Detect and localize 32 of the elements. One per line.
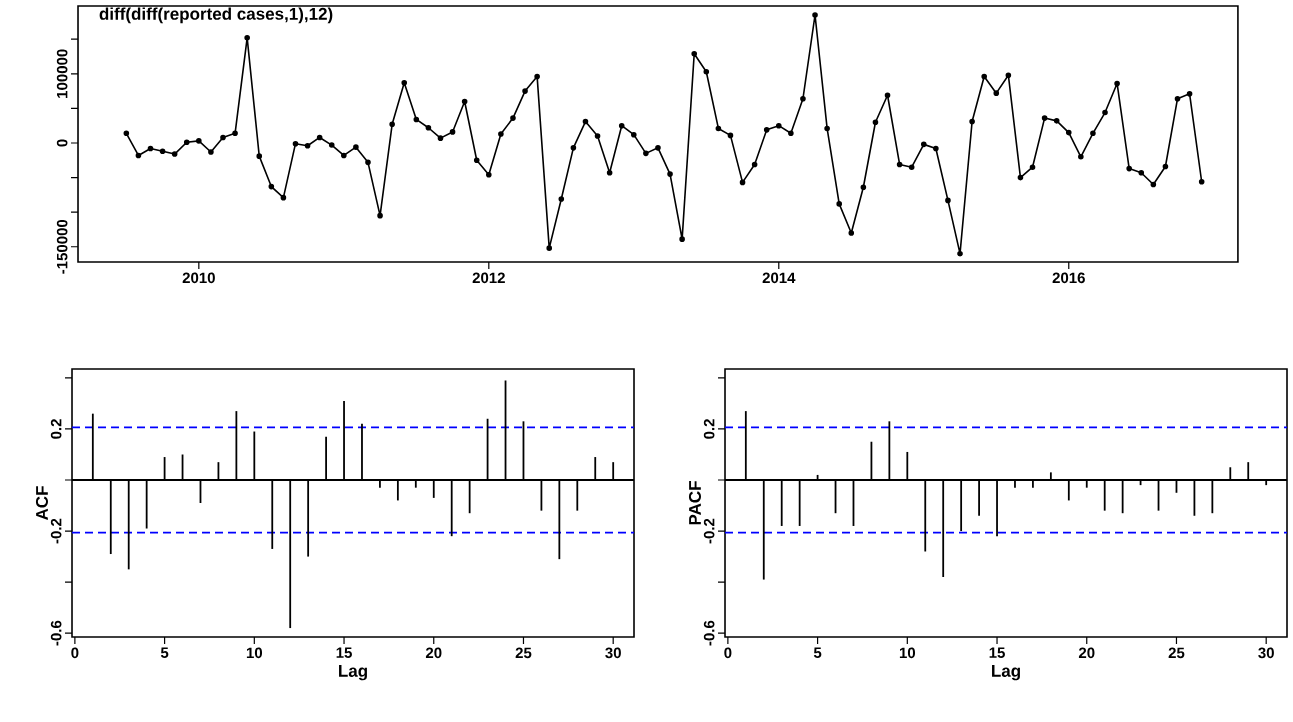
y-axis-title: ACF (35, 486, 48, 521)
y-tick-label: -0.6 (703, 620, 715, 646)
x-tick-label: 15 (336, 647, 352, 658)
x-tick-label: 30 (1258, 647, 1274, 659)
x-tick-label: 20 (1078, 647, 1095, 659)
x-tick-label: 10 (246, 647, 263, 659)
y-tick-label: 0.2 (703, 419, 715, 439)
y-tick-label: 0.2 (50, 419, 62, 439)
x-tick-label: 0 (71, 647, 79, 659)
x-tick-label: 0 (724, 647, 732, 659)
x-tick-label: 2014 (762, 272, 796, 284)
x-tick-label: 25 (515, 647, 532, 659)
y-tick-label: 100000 (56, 49, 68, 98)
x-tick-label: 2016 (1052, 272, 1085, 284)
y-tick-label: -150000 (56, 219, 68, 274)
x-tick-label: 5 (813, 647, 822, 658)
x-tick-label: 2010 (182, 272, 215, 284)
y-tick-label: -0.6 (50, 620, 62, 646)
x-tick-label: 10 (899, 647, 916, 659)
x-tick-label: 15 (989, 647, 1005, 658)
y-tick-label: -0.2 (50, 518, 62, 544)
y-axis-title: PACF (688, 481, 701, 525)
x-tick-label: 25 (1168, 647, 1185, 659)
x-tick-label: 30 (605, 647, 621, 659)
x-axis-title: Lag (339, 665, 367, 681)
chart-title: diff(diff(reported cases,1),12) (99, 7, 333, 24)
y-tick-label: -0.2 (703, 518, 715, 544)
x-tick-label: 20 (425, 647, 442, 659)
x-tick-label: 5 (160, 647, 169, 658)
x-axis-title: Lag (992, 665, 1020, 681)
y-tick-label: 0 (56, 139, 68, 147)
x-tick-label: 2012 (472, 272, 505, 284)
